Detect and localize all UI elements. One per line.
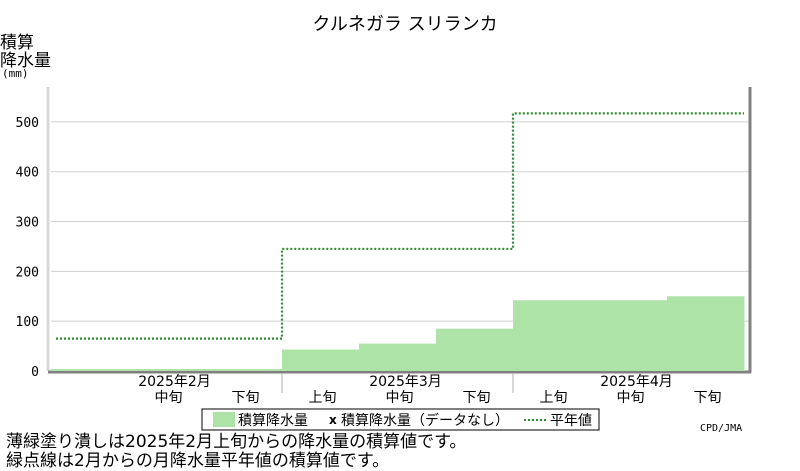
- month-label: 2025年2月: [138, 374, 211, 390]
- chart: クルネガラ スリランカ 積算 降水量 (mm) 0 100 200 300 400 500…: [0, 14, 752, 432]
- period-label: 上旬: [309, 390, 337, 406]
- bar: [513, 300, 591, 371]
- y-axis-label-unit: (mm): [2, 67, 29, 80]
- legend-label-missing: 積算降水量（データなし）: [341, 412, 509, 429]
- legend-swatch-bar: [213, 412, 235, 427]
- y-tick-label: 100: [16, 315, 39, 330]
- legend: 積算降水量 x 積算降水量（データなし） 平年値: [201, 408, 600, 431]
- month-label: 2025年4月: [600, 374, 673, 390]
- bar: [205, 369, 283, 371]
- bar: [436, 328, 514, 371]
- legend-label-bar: 積算降水量: [238, 413, 308, 429]
- bar: [590, 300, 668, 371]
- legend-missing-marker: x: [329, 413, 337, 427]
- plot-area: 01002003004005002025年2月 2025年3月 2025年4月中旬下…: [16, 87, 752, 406]
- chart-title: クルネガラ スリランカ: [312, 14, 497, 35]
- month-label: 2025年3月: [369, 374, 442, 390]
- footnote-dotted: 緑点線は2月からの月降水量平年値の積算値です。: [6, 451, 390, 471]
- period-label: 下旬: [463, 390, 491, 406]
- y-axis-label-line-1: 積算: [0, 33, 34, 53]
- normal-step-line: [56, 112, 744, 340]
- y-tick-label: 200: [16, 265, 39, 280]
- bar: [51, 369, 129, 371]
- period-label: 中旬: [617, 390, 645, 406]
- period-label: 上旬: [540, 390, 568, 406]
- bar: [282, 349, 360, 371]
- y-tick-label: 400: [16, 166, 39, 181]
- legend-label-normal: 平年値: [550, 413, 592, 429]
- footnote-fill: 薄緑塗り潰しは2025年2月上旬からの降水量の積算値です。: [6, 432, 467, 452]
- y-tick-label: 500: [16, 116, 39, 131]
- y-axis-label-line-2: 降水量: [0, 51, 51, 71]
- legend-box: [201, 408, 600, 431]
- period-label: 下旬: [694, 390, 722, 406]
- bar: [667, 296, 745, 371]
- period-label: 中旬: [155, 390, 183, 406]
- y-tick-label: 300: [16, 216, 39, 231]
- bar: [128, 369, 206, 371]
- y-tick-label: 0: [31, 365, 39, 380]
- bar: [359, 343, 437, 371]
- credit: CPD/JMA: [700, 423, 742, 432]
- period-label: 中旬: [386, 390, 414, 406]
- period-label: 下旬: [232, 390, 260, 406]
